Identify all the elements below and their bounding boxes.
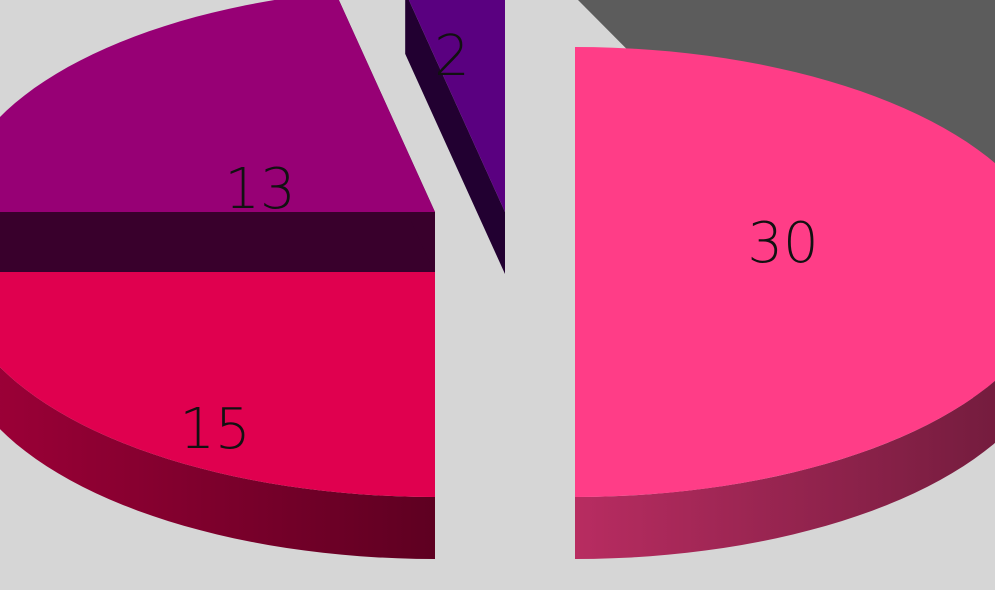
slice-side-3 xyxy=(405,0,505,274)
slice-outer-wall xyxy=(575,380,995,559)
slice-cut-face xyxy=(405,0,505,274)
data-label-2: 13 xyxy=(224,157,295,222)
data-label-1: 15 xyxy=(179,397,250,462)
data-labels: 30 15 13 2 xyxy=(179,24,818,462)
pie-slice-0 xyxy=(575,47,995,497)
slice-outer-wall xyxy=(0,367,435,559)
data-label-0: 30 xyxy=(747,211,818,276)
slice-cut-face xyxy=(0,212,435,274)
pie-slice-1 xyxy=(0,272,435,497)
slice-side-0 xyxy=(575,380,995,559)
pie-slice-3 xyxy=(408,0,505,212)
data-label-3: 2 xyxy=(434,24,470,89)
pie-slice-2 xyxy=(0,0,435,212)
slice-tops xyxy=(0,0,995,497)
